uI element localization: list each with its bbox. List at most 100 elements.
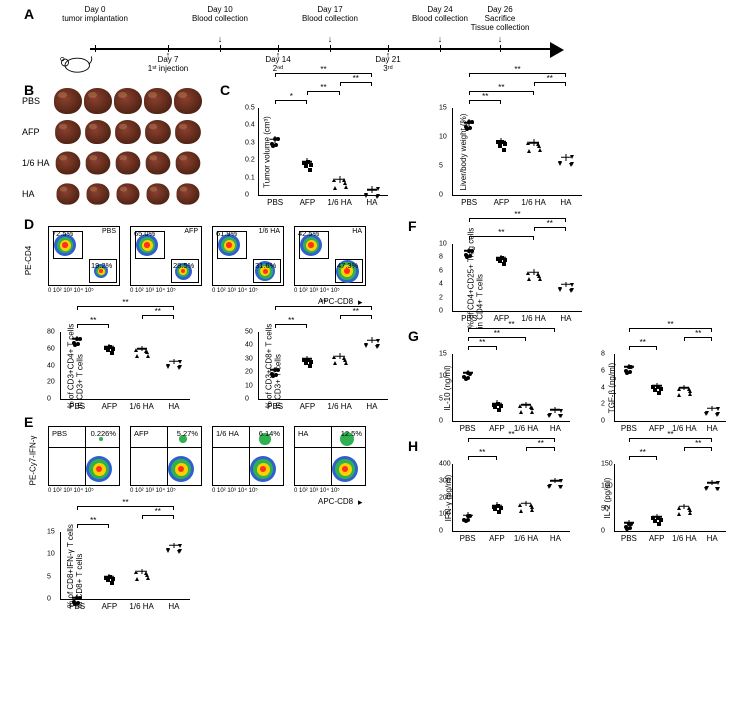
plot-point: [570, 158, 574, 162]
plot-point: [462, 514, 466, 518]
timeline-arrow-icon: ↓: [438, 34, 443, 44]
plot-point: [716, 483, 720, 487]
tumor-image: [86, 152, 111, 175]
plot-point: [78, 333, 82, 337]
plot-xtick: 1/6 HA: [521, 198, 545, 207]
plot-error: [339, 176, 340, 183]
tumor-row-label: PBS: [22, 96, 54, 106]
plot-xtick: HA: [168, 602, 179, 611]
sig-label: **: [508, 430, 514, 439]
timeline: Day 0tumor implantationDay 71ˢᵗ injectio…: [50, 10, 570, 80]
plot-xtick: PBS: [461, 314, 477, 323]
quadrant-line: [249, 427, 250, 485]
quadrant-line: [167, 427, 168, 485]
sig-label: **: [90, 316, 96, 325]
plot-point: [306, 354, 310, 358]
timeline-tick: [330, 45, 331, 52]
plot-point: [464, 249, 468, 253]
sig-label: **: [498, 83, 504, 92]
plot-point: [687, 383, 691, 387]
plot-ytick: 100: [439, 511, 451, 518]
plot-point: [332, 174, 336, 178]
plot-point: [526, 267, 530, 271]
plot-point: [570, 279, 574, 283]
tumor-row-label: 1/6 HA: [22, 158, 54, 168]
timeline-tick: [440, 45, 441, 52]
plot-ytick: 10: [439, 134, 447, 141]
facs-plot: AFP65.0%28.5%: [130, 226, 202, 286]
plot-ytick: 400: [439, 461, 451, 468]
panel-label-h: H: [408, 438, 418, 454]
timeline-tick: [95, 45, 96, 52]
plot-ytick: 2: [439, 294, 443, 301]
sig-label: **: [640, 448, 646, 457]
plot-point: [178, 356, 182, 360]
tumor-image: [84, 88, 112, 114]
plot-error: [555, 407, 556, 412]
plot-xtick: HA: [560, 314, 571, 323]
plot-point: [135, 573, 139, 577]
tumor-grid: PBSAFP1/6 HAHA: [22, 86, 207, 210]
mouse-icon: [58, 52, 93, 74]
plot-error: [526, 501, 527, 506]
plot-point: [496, 398, 500, 402]
tumor-image: [147, 183, 170, 204]
facs-pct-ifn: 6.14%: [259, 429, 280, 438]
plot-point: [178, 361, 182, 365]
plot-xtick: 1/6 HA: [672, 424, 696, 433]
sig-label: **: [122, 498, 128, 507]
plot-point: [462, 371, 466, 375]
plot-point: [527, 273, 531, 277]
sig-label: **: [288, 316, 294, 325]
plot-point: [468, 368, 472, 372]
plot-point: [704, 408, 708, 412]
plot-error: [712, 480, 713, 485]
plot-ytick: 200: [439, 494, 451, 501]
plot-xtick: 1/6 HA: [327, 198, 351, 207]
plot-point: [376, 335, 380, 339]
plot-xtick: PBS: [461, 198, 477, 207]
plot-point: [134, 566, 138, 570]
plot-ytick: 0: [245, 192, 249, 199]
plot-xtick: AFP: [649, 534, 665, 543]
plot-point: [308, 164, 312, 168]
tumor-row-label: AFP: [22, 127, 54, 137]
plot-ytick: 0.5: [245, 105, 255, 112]
plot-ytick: 10: [245, 382, 253, 389]
timeline-arrow-icon: ↓: [328, 34, 333, 44]
plot-error: [533, 139, 534, 146]
plot-point: [72, 596, 76, 600]
facs-pct-ifn: 5.27%: [177, 429, 198, 438]
tumor-row: PBS: [22, 86, 207, 116]
plot-ytick: 40: [47, 362, 55, 369]
plot-point: [716, 403, 720, 407]
panel-label-a: A: [24, 6, 34, 22]
plot-xtick: 1/6 HA: [514, 424, 538, 433]
plot-point: [332, 351, 336, 355]
plot-ytick: 80: [47, 329, 55, 336]
plot-point: [376, 340, 380, 344]
plot-ytick: 20: [245, 369, 253, 376]
plot-xtick: 1/6 HA: [129, 402, 153, 411]
plot-point: [559, 481, 563, 485]
tumor-image: [144, 88, 172, 114]
tumor-image: [115, 120, 141, 144]
plot-tumor-volume: Tumor volume (cm³)00.10.20.30.40.5PBSAFP…: [258, 108, 388, 196]
plot-xtick: HA: [366, 402, 377, 411]
timeline-tick: [220, 45, 221, 52]
sig-label: **: [667, 320, 673, 329]
plot-ylabel: % of CD4+CD25+ Treg cellsin CD4+ T cells: [466, 227, 484, 328]
plot-cd4: % of CD3+CD4+ T cellsin CD3+ T cells0204…: [60, 332, 190, 400]
facs-pct-ifn: 0.226%: [91, 429, 116, 438]
plot-error: [684, 504, 685, 509]
quadrant-line: [131, 447, 201, 448]
plot-xtick: 1/6 HA: [514, 534, 538, 543]
facs-group: PBS: [102, 228, 116, 235]
plot-error: [141, 569, 142, 574]
plot-ytick: 15: [47, 529, 55, 536]
plot-xtick: AFP: [489, 534, 505, 543]
plot-point: [716, 477, 720, 481]
timeline-label-top: Day 17Blood collection: [290, 6, 370, 24]
plot-ytick: 50: [245, 329, 253, 336]
facs-plot: 1/6 HA61.9%31.6%: [212, 226, 284, 286]
